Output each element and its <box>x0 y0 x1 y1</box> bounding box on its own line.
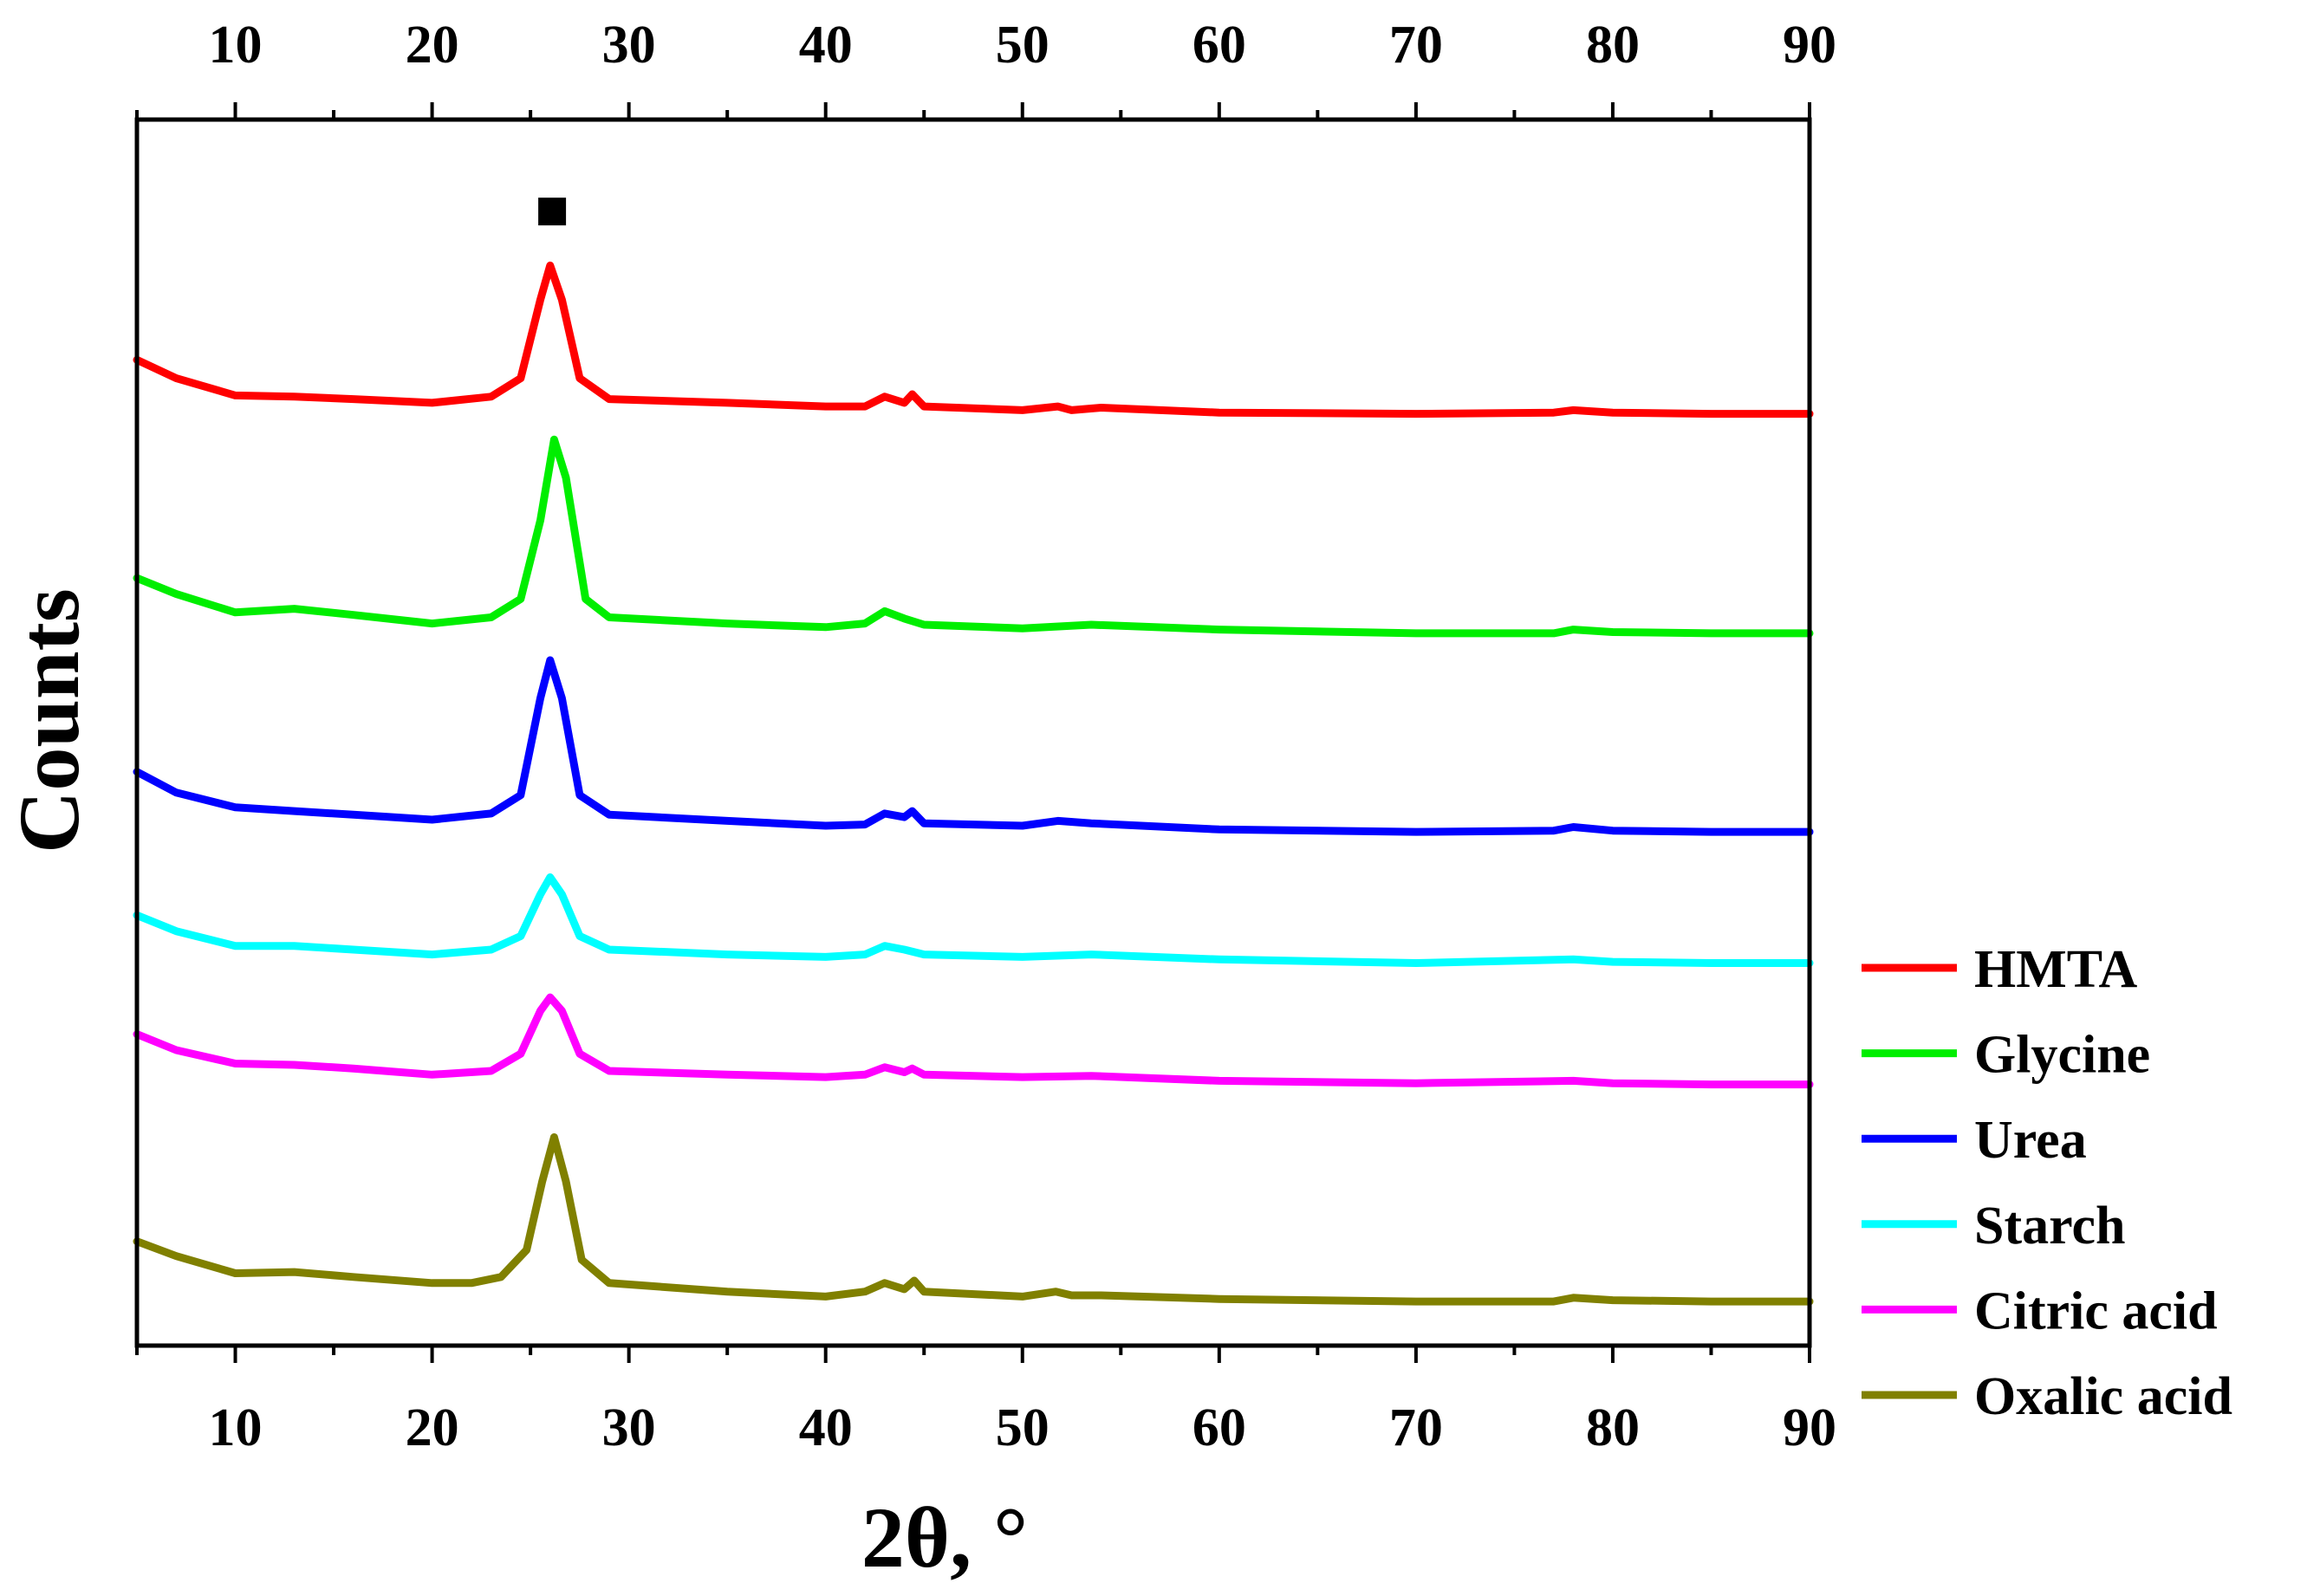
legend-item-hmta: HMTA <box>1862 940 2137 999</box>
legend-item-starch: Starch <box>1862 1197 2126 1255</box>
legend-item-urea: Urea <box>1862 1111 2087 1170</box>
x-tick-label-top: 30 <box>602 16 656 75</box>
series-line-hmta <box>133 261 1814 418</box>
plot-frame <box>134 117 1812 1348</box>
x-tick-label-bottom: 40 <box>799 1398 853 1457</box>
legend-label: Glycine <box>1974 1026 2150 1085</box>
x-tick-label-top: 90 <box>1783 16 1836 75</box>
axis-ticks <box>135 102 1811 1363</box>
series-line-glycine <box>133 435 1814 638</box>
y-axis-label: Counts <box>1 588 97 853</box>
peak-marker-square <box>538 198 567 226</box>
series-line-citric-acid <box>133 993 1814 1089</box>
x-tick-label-bottom: 30 <box>602 1398 656 1457</box>
series-line-oxalic-acid <box>133 1133 1814 1306</box>
legend: HMTA Glycine Urea Starch Citric acid Oxalic a… <box>1862 940 2232 1426</box>
x-axis-label: 2θ, ° <box>861 1489 1028 1586</box>
legend-item-glycine: Glycine <box>1862 1026 2150 1085</box>
x-tick-label-bottom: 20 <box>406 1398 459 1457</box>
x-tick-label-top: 70 <box>1389 16 1443 75</box>
series-line-urea <box>133 656 1814 836</box>
legend-label: HMTA <box>1974 940 2137 999</box>
legend-item-oxalic-acid: Oxalic acid <box>1862 1367 2232 1426</box>
x-tick-label-bottom: 90 <box>1783 1398 1836 1457</box>
series-lines <box>133 261 1814 1306</box>
x-tick-labels-bottom: 10 20 30 40 50 60 70 80 90 <box>209 1398 1836 1457</box>
legend-label: Urea <box>1974 1111 2087 1170</box>
x-tick-label-bottom: 70 <box>1389 1398 1443 1457</box>
x-tick-label-top: 20 <box>406 16 459 75</box>
legend-item-citric-acid: Citric acid <box>1862 1281 2218 1340</box>
series-line-starch <box>133 873 1814 967</box>
x-tick-label-top: 60 <box>1192 16 1246 75</box>
legend-label: Citric acid <box>1974 1281 2218 1340</box>
x-tick-labels-top: 10 20 30 40 50 60 70 80 90 <box>209 16 1836 75</box>
x-tick-label-top: 80 <box>1586 16 1640 75</box>
x-tick-label-top: 40 <box>799 16 853 75</box>
x-tick-label-bottom: 10 <box>209 1398 263 1457</box>
x-tick-label-top: 10 <box>209 16 263 75</box>
x-tick-label-bottom: 60 <box>1192 1398 1246 1457</box>
legend-label: Starch <box>1974 1197 2126 1255</box>
x-tick-label-bottom: 50 <box>996 1398 1050 1457</box>
legend-label: Oxalic acid <box>1974 1367 2232 1426</box>
annotations <box>538 198 567 226</box>
x-tick-label-top: 50 <box>996 16 1050 75</box>
x-tick-label-bottom: 80 <box>1586 1398 1640 1457</box>
